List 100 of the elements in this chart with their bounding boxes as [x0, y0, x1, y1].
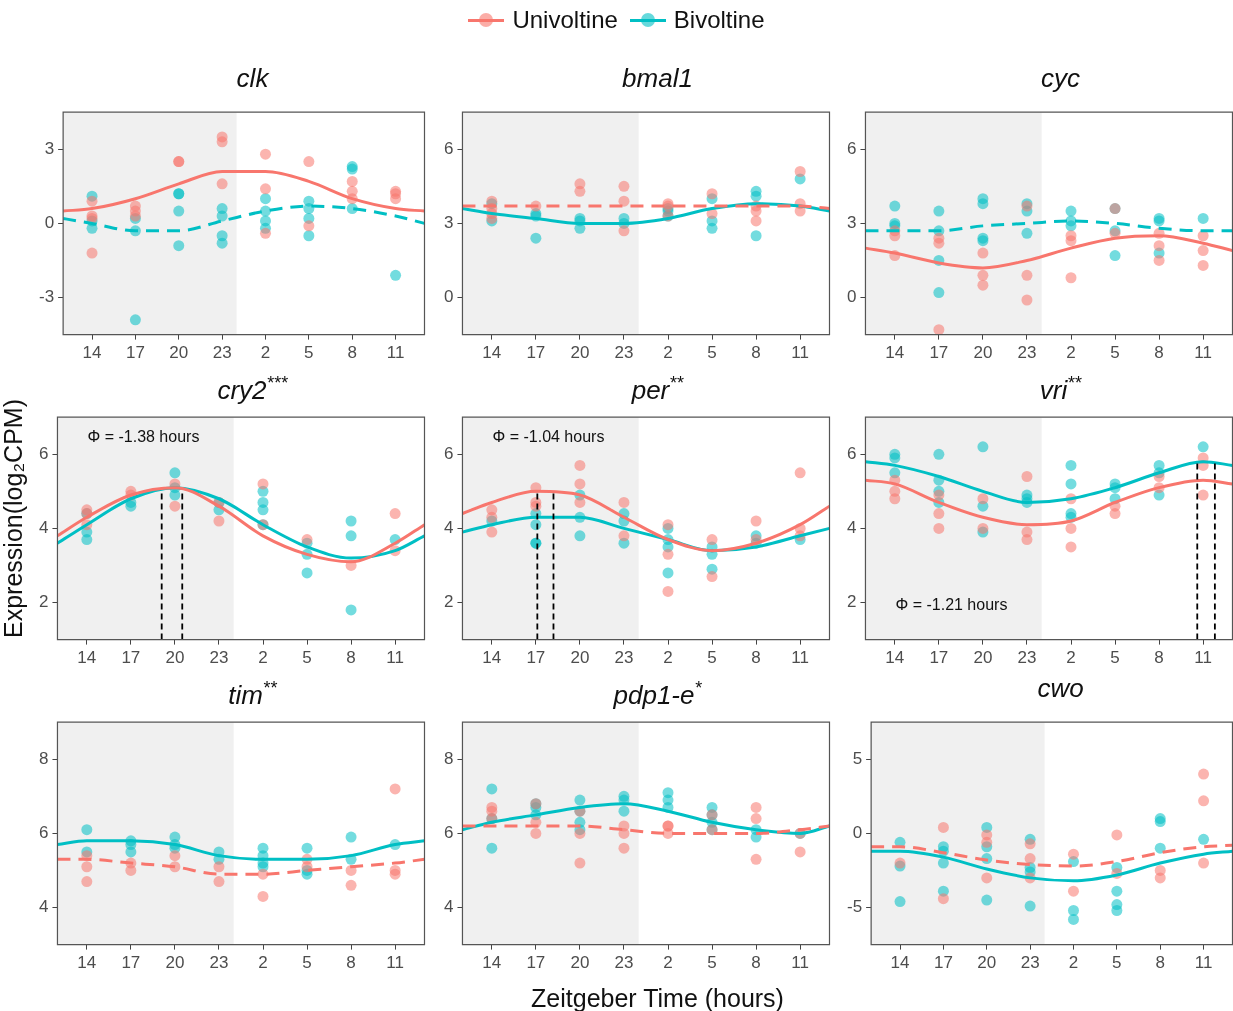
y-tick-label: -5 [846, 897, 863, 917]
x-tick-label: 20 [165, 648, 185, 668]
x-tick-label: 23 [1017, 343, 1037, 363]
x-tick-label: 14 [82, 343, 102, 363]
x-tick-label: 11 [791, 343, 809, 363]
annotation: Φ = -1.21 hours [895, 596, 1008, 614]
x-tick-label: 11 [1194, 648, 1212, 668]
annotation: Φ = -1.04 hours [492, 427, 605, 445]
y-tick-label: 4 [443, 897, 454, 917]
x-tick-label: 5 [1110, 343, 1120, 363]
y-tick-label: 0 [44, 213, 55, 233]
x-tick-label: 14 [77, 648, 97, 668]
x-tick-label: 8 [1154, 648, 1164, 668]
x-tick-label: 14 [890, 953, 910, 973]
x-tick-label: 5 [302, 648, 312, 668]
x-tick-label: 14 [77, 953, 97, 973]
x-tick-label: 11 [386, 953, 404, 973]
x-tick-label: 8 [1154, 343, 1164, 363]
x-tick-label: 2 [1066, 343, 1076, 363]
x-tick-label: 23 [209, 953, 229, 973]
x-tick-label: 2 [663, 343, 673, 363]
y-tick-label: 8 [38, 748, 49, 768]
chart-title: pdp1-e$^{*}$ [612, 677, 703, 710]
x-tick-label: 23 [1020, 953, 1040, 973]
x-tick-label: 23 [1017, 648, 1037, 668]
legend-label: Bivoltine [673, 6, 765, 34]
x-tick-label: 5 [302, 953, 312, 973]
y-tick-label: 2 [443, 592, 454, 612]
x-tick-label: 20 [570, 343, 590, 363]
x-tick-label: 8 [347, 343, 357, 363]
x-tick-label: 20 [977, 953, 997, 973]
chart-title: cyc [1040, 62, 1081, 95]
chart-title: cry2$^{***}$ [216, 372, 289, 405]
x-tick-label: 17 [929, 648, 949, 668]
x-tick-label: 14 [885, 648, 905, 668]
y-tick-label: 3 [443, 213, 454, 233]
y-tick-label: 6 [443, 138, 454, 158]
x-tick-label: 2 [663, 648, 673, 668]
x-tick-label: 11 [1194, 343, 1212, 363]
chart-title: per$^{**}$ [630, 372, 685, 405]
x-tick-label: 11 [791, 953, 809, 973]
y-tick-label: 6 [38, 823, 49, 843]
x-tick-label: 14 [885, 343, 905, 363]
x-tick-label: 17 [526, 648, 546, 668]
y-tick-label: 2 [38, 592, 49, 612]
x-tick-label: 8 [751, 953, 761, 973]
x-tick-label: 20 [570, 648, 590, 668]
chart-title: tim$^{**}$ [227, 677, 278, 710]
x-tick-label: 5 [1112, 953, 1122, 973]
x-tick-label: 11 [386, 343, 405, 363]
x-tick-label: 14 [482, 648, 502, 668]
x-tick-label: 2 [663, 953, 673, 973]
y-tick-label: 6 [443, 823, 454, 843]
x-tick-label: 17 [526, 953, 546, 973]
y-tick-label: 6 [846, 443, 857, 463]
chart-title: clk [235, 62, 270, 95]
chart-title: vri$^{**}$ [1038, 372, 1083, 405]
y-tick-label: 3 [846, 213, 857, 233]
x-tick-label: 5 [707, 953, 717, 973]
y-tick-label: 6 [846, 138, 857, 158]
chart-title: bmal1 [621, 62, 694, 95]
y-tick-label: 6 [443, 443, 454, 463]
y-tick-label: 0 [443, 287, 454, 307]
x-tick-label: 2 [1066, 648, 1076, 668]
x-tick-label: 17 [929, 343, 949, 363]
y-tick-label: 8 [443, 748, 454, 768]
x-tick-label: 8 [751, 648, 761, 668]
x-tick-label: 2 [1068, 953, 1079, 973]
x-tick-label: 20 [973, 343, 993, 363]
y-tick-label: 0 [852, 823, 863, 843]
x-tick-label: 11 [386, 648, 404, 668]
x-tick-label: 5 [707, 648, 717, 668]
y-tick-label: 4 [846, 518, 857, 538]
x-tick-label: 8 [346, 953, 356, 973]
x-tick-label: 2 [258, 953, 268, 973]
y-tick-label: 3 [44, 138, 55, 158]
x-tick-label: 17 [121, 648, 141, 668]
y-tick-label: 4 [38, 897, 49, 917]
y-tick-label: 5 [852, 748, 863, 768]
x-tick-label: 8 [751, 343, 761, 363]
x-tick-label: 20 [169, 343, 189, 363]
x-tick-label: 11 [1194, 953, 1213, 973]
x-tick-label: 20 [165, 953, 185, 973]
x-tick-label: 23 [614, 953, 634, 973]
x-tick-label: 14 [482, 953, 502, 973]
y-tick-label: -3 [38, 287, 55, 307]
x-tick-label: 23 [614, 343, 634, 363]
x-tick-label: 8 [1155, 953, 1165, 973]
x-tick-label: 2 [260, 343, 271, 363]
annotation: Φ = -1.38 hours [87, 427, 200, 445]
y-tick-label: 0 [846, 287, 857, 307]
y-tick-label: 6 [38, 443, 49, 463]
y-tick-label: 4 [38, 518, 49, 538]
x-tick-label: 8 [346, 648, 356, 668]
x-tick-label: 17 [125, 343, 145, 363]
chart-title: cwo [1036, 672, 1085, 705]
x-tick-label: 5 [707, 343, 717, 363]
x-tick-label: 23 [209, 648, 229, 668]
x-tick-label: 23 [614, 648, 634, 668]
x-tick-label: 20 [570, 953, 590, 973]
